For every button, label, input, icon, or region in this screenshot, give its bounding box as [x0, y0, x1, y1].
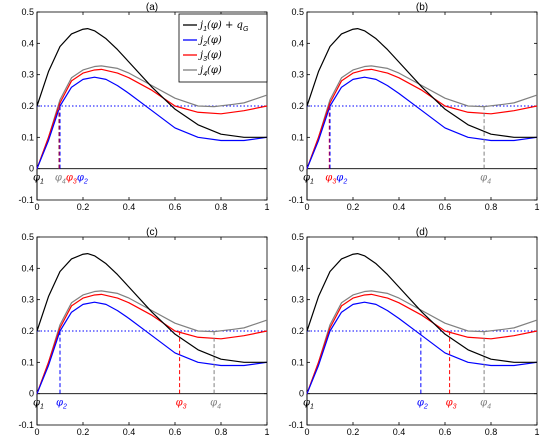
y-tick-label: 0.1	[21, 132, 34, 142]
panel-title: (d)	[416, 227, 428, 238]
marker-label: φ4	[210, 398, 221, 411]
marker-label: φ1	[33, 398, 44, 411]
panel-0: -0.100.10.20.30.40.50 0.2 0.4 0.6 0.8 1φ1 φ4 φ3…	[18, 2, 269, 212]
marker-label: φ4	[55, 173, 66, 186]
marker-label: φ3	[325, 173, 336, 186]
y-tick-label: 0.5	[21, 232, 34, 242]
x-tick-label: 1	[534, 202, 539, 212]
y-tick-label: 0.3	[21, 70, 34, 80]
marker-label: φ1	[303, 398, 314, 411]
y-tick-label: -0.1	[288, 195, 304, 205]
x-tick-label: 0.6	[439, 202, 452, 212]
series-line	[306, 76, 538, 169]
panel-3: -0.100.10.20.30.40.50 0.2 0.4 0.6 0.8 1φ1 φ2 φ3…	[288, 227, 539, 437]
y-tick-label: 0.1	[291, 357, 304, 367]
panel-2: -0.100.10.20.30.40.50 0.2 0.4 0.6 0.8 1φ1 φ2 φ3…	[18, 227, 269, 437]
series-line	[306, 253, 537, 363]
y-tick-label: 0.2	[21, 326, 34, 336]
axes-box	[36, 236, 268, 426]
marker-label: φ2	[417, 398, 428, 411]
y-tick-label: 0.4	[21, 263, 34, 273]
y-tick-label: 0.4	[291, 38, 304, 48]
y-tick-label: 0.2	[291, 326, 304, 336]
series-line	[36, 290, 268, 394]
y-tick-label: 0.2	[21, 101, 34, 111]
x-tick-label: 0.4	[393, 202, 406, 212]
y-tick-label: 0.3	[291, 70, 304, 80]
x-tick-label: 0.8	[485, 202, 498, 212]
x-tick-label: 1	[264, 427, 269, 437]
series-line	[36, 76, 268, 169]
x-tick-label: 1	[264, 202, 269, 212]
y-tick-label: 0.3	[21, 295, 34, 305]
y-tick-label: 0.4	[21, 38, 34, 48]
legend-label: j4(φ)	[198, 65, 222, 78]
y-tick-label: 0.1	[291, 132, 304, 142]
x-tick-label: 0.2	[347, 202, 360, 212]
series-line	[36, 28, 267, 138]
x-tick-label: 0.4	[123, 202, 136, 212]
y-tick-label: 0.2	[291, 101, 304, 111]
series-line	[306, 293, 538, 394]
y-tick-label: 0.1	[21, 357, 34, 367]
series-line	[306, 290, 538, 394]
y-tick-label: -0.1	[18, 195, 34, 205]
marker-label: φ2	[336, 173, 347, 186]
series-line	[36, 65, 268, 169]
y-tick-label: 0.5	[291, 232, 304, 242]
x-tick-label: 0.2	[347, 427, 360, 437]
x-tick-label: 0	[304, 427, 309, 437]
marker-label: φ3	[176, 398, 187, 411]
x-tick-label: 0.2	[77, 202, 90, 212]
series-line	[36, 293, 268, 394]
series-line	[306, 65, 538, 169]
panel-title: (c)	[146, 227, 158, 238]
marker-label: φ1	[33, 173, 44, 186]
series-line	[36, 253, 267, 363]
panel-title: (b)	[416, 2, 428, 13]
y-tick-label: -0.1	[288, 420, 304, 430]
x-tick-label: 0.8	[485, 427, 498, 437]
x-tick-label: 0.6	[169, 202, 182, 212]
marker-label: φ3	[66, 173, 77, 186]
y-tick-label: 0	[29, 164, 34, 174]
x-tick-label: 0.8	[215, 202, 228, 212]
x-tick-label: 0.4	[393, 427, 406, 437]
x-tick-label: 0.2	[77, 427, 90, 437]
panel-title: (a)	[146, 2, 158, 13]
x-tick-label: 0.6	[169, 427, 182, 437]
x-tick-label: 1	[534, 427, 539, 437]
legend-label: j2(φ)	[198, 35, 222, 48]
y-tick-label: 0.5	[21, 7, 34, 17]
x-tick-label: 0	[34, 427, 39, 437]
series-line	[306, 68, 538, 169]
marker-label: φ4	[480, 173, 491, 186]
y-tick-label: 0	[299, 389, 304, 399]
y-tick-label: 0	[299, 164, 304, 174]
marker-label: φ3	[446, 398, 457, 411]
series-line	[36, 301, 268, 394]
marker-label: φ2	[77, 173, 88, 186]
panel-1: -0.100.10.20.30.40.50 0.2 0.4 0.6 0.8 1φ1 φ3 φ2…	[288, 2, 539, 212]
y-tick-label: 0.4	[291, 263, 304, 273]
legend-label: j1(φ) + qG	[198, 20, 249, 33]
marker-label: φ2	[56, 398, 67, 411]
y-tick-label: -0.1	[18, 420, 34, 430]
y-tick-label: 0	[29, 389, 34, 399]
x-tick-label: 0	[34, 202, 39, 212]
series-line	[36, 68, 268, 169]
series-line	[306, 28, 537, 138]
x-tick-label: 0	[304, 202, 309, 212]
y-tick-label: 0.3	[291, 295, 304, 305]
x-tick-label: 0.6	[439, 427, 452, 437]
legend-label: j3(φ)	[198, 50, 222, 63]
x-tick-label: 0.8	[215, 427, 228, 437]
marker-label: φ1	[303, 173, 314, 186]
x-tick-label: 0.4	[123, 427, 136, 437]
y-tick-label: 0.5	[291, 7, 304, 17]
series-line	[306, 301, 538, 394]
marker-label: φ4	[480, 398, 491, 411]
